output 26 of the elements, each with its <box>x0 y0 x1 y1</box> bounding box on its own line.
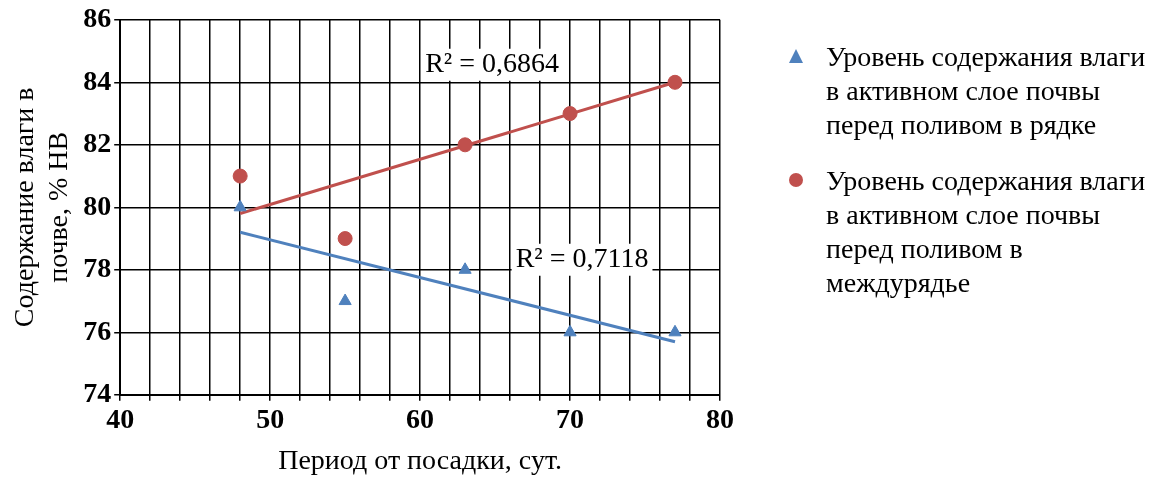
point <box>667 74 683 90</box>
point <box>562 106 578 122</box>
legend-label: Уровень содержания влаги в активном слое почвы перед поливом в междурядье <box>826 164 1147 300</box>
y-tick-label: 80 <box>83 189 112 221</box>
y-tick-label: 84 <box>83 64 112 96</box>
point <box>338 293 352 306</box>
y-tick-label: 82 <box>83 127 112 159</box>
point <box>563 324 577 337</box>
x-axis-title: Период от посадки, сут. <box>278 443 563 475</box>
point <box>458 262 472 274</box>
x-tick-label: 70 <box>556 402 585 434</box>
legend-label: Уровень содержания влаги в активном слое почвы перед поливом в рядке <box>826 40 1147 142</box>
point <box>232 168 248 184</box>
y-tick-label: 86 <box>83 2 112 34</box>
x-tick-label: 80 <box>706 402 734 434</box>
point <box>457 137 473 153</box>
point <box>233 199 247 212</box>
annotation: R² = 0,7118 <box>515 242 649 274</box>
point <box>668 324 682 337</box>
y-tick-label: 78 <box>83 252 112 284</box>
annotation: R² = 0,6864 <box>425 47 560 79</box>
x-tick-label: 50 <box>256 402 285 434</box>
point <box>337 231 353 247</box>
y-axis-title: Содержание влаги в почве, % НВ <box>8 87 73 328</box>
y-tick-label: 76 <box>83 314 112 346</box>
x-tick-label: 60 <box>406 402 435 434</box>
